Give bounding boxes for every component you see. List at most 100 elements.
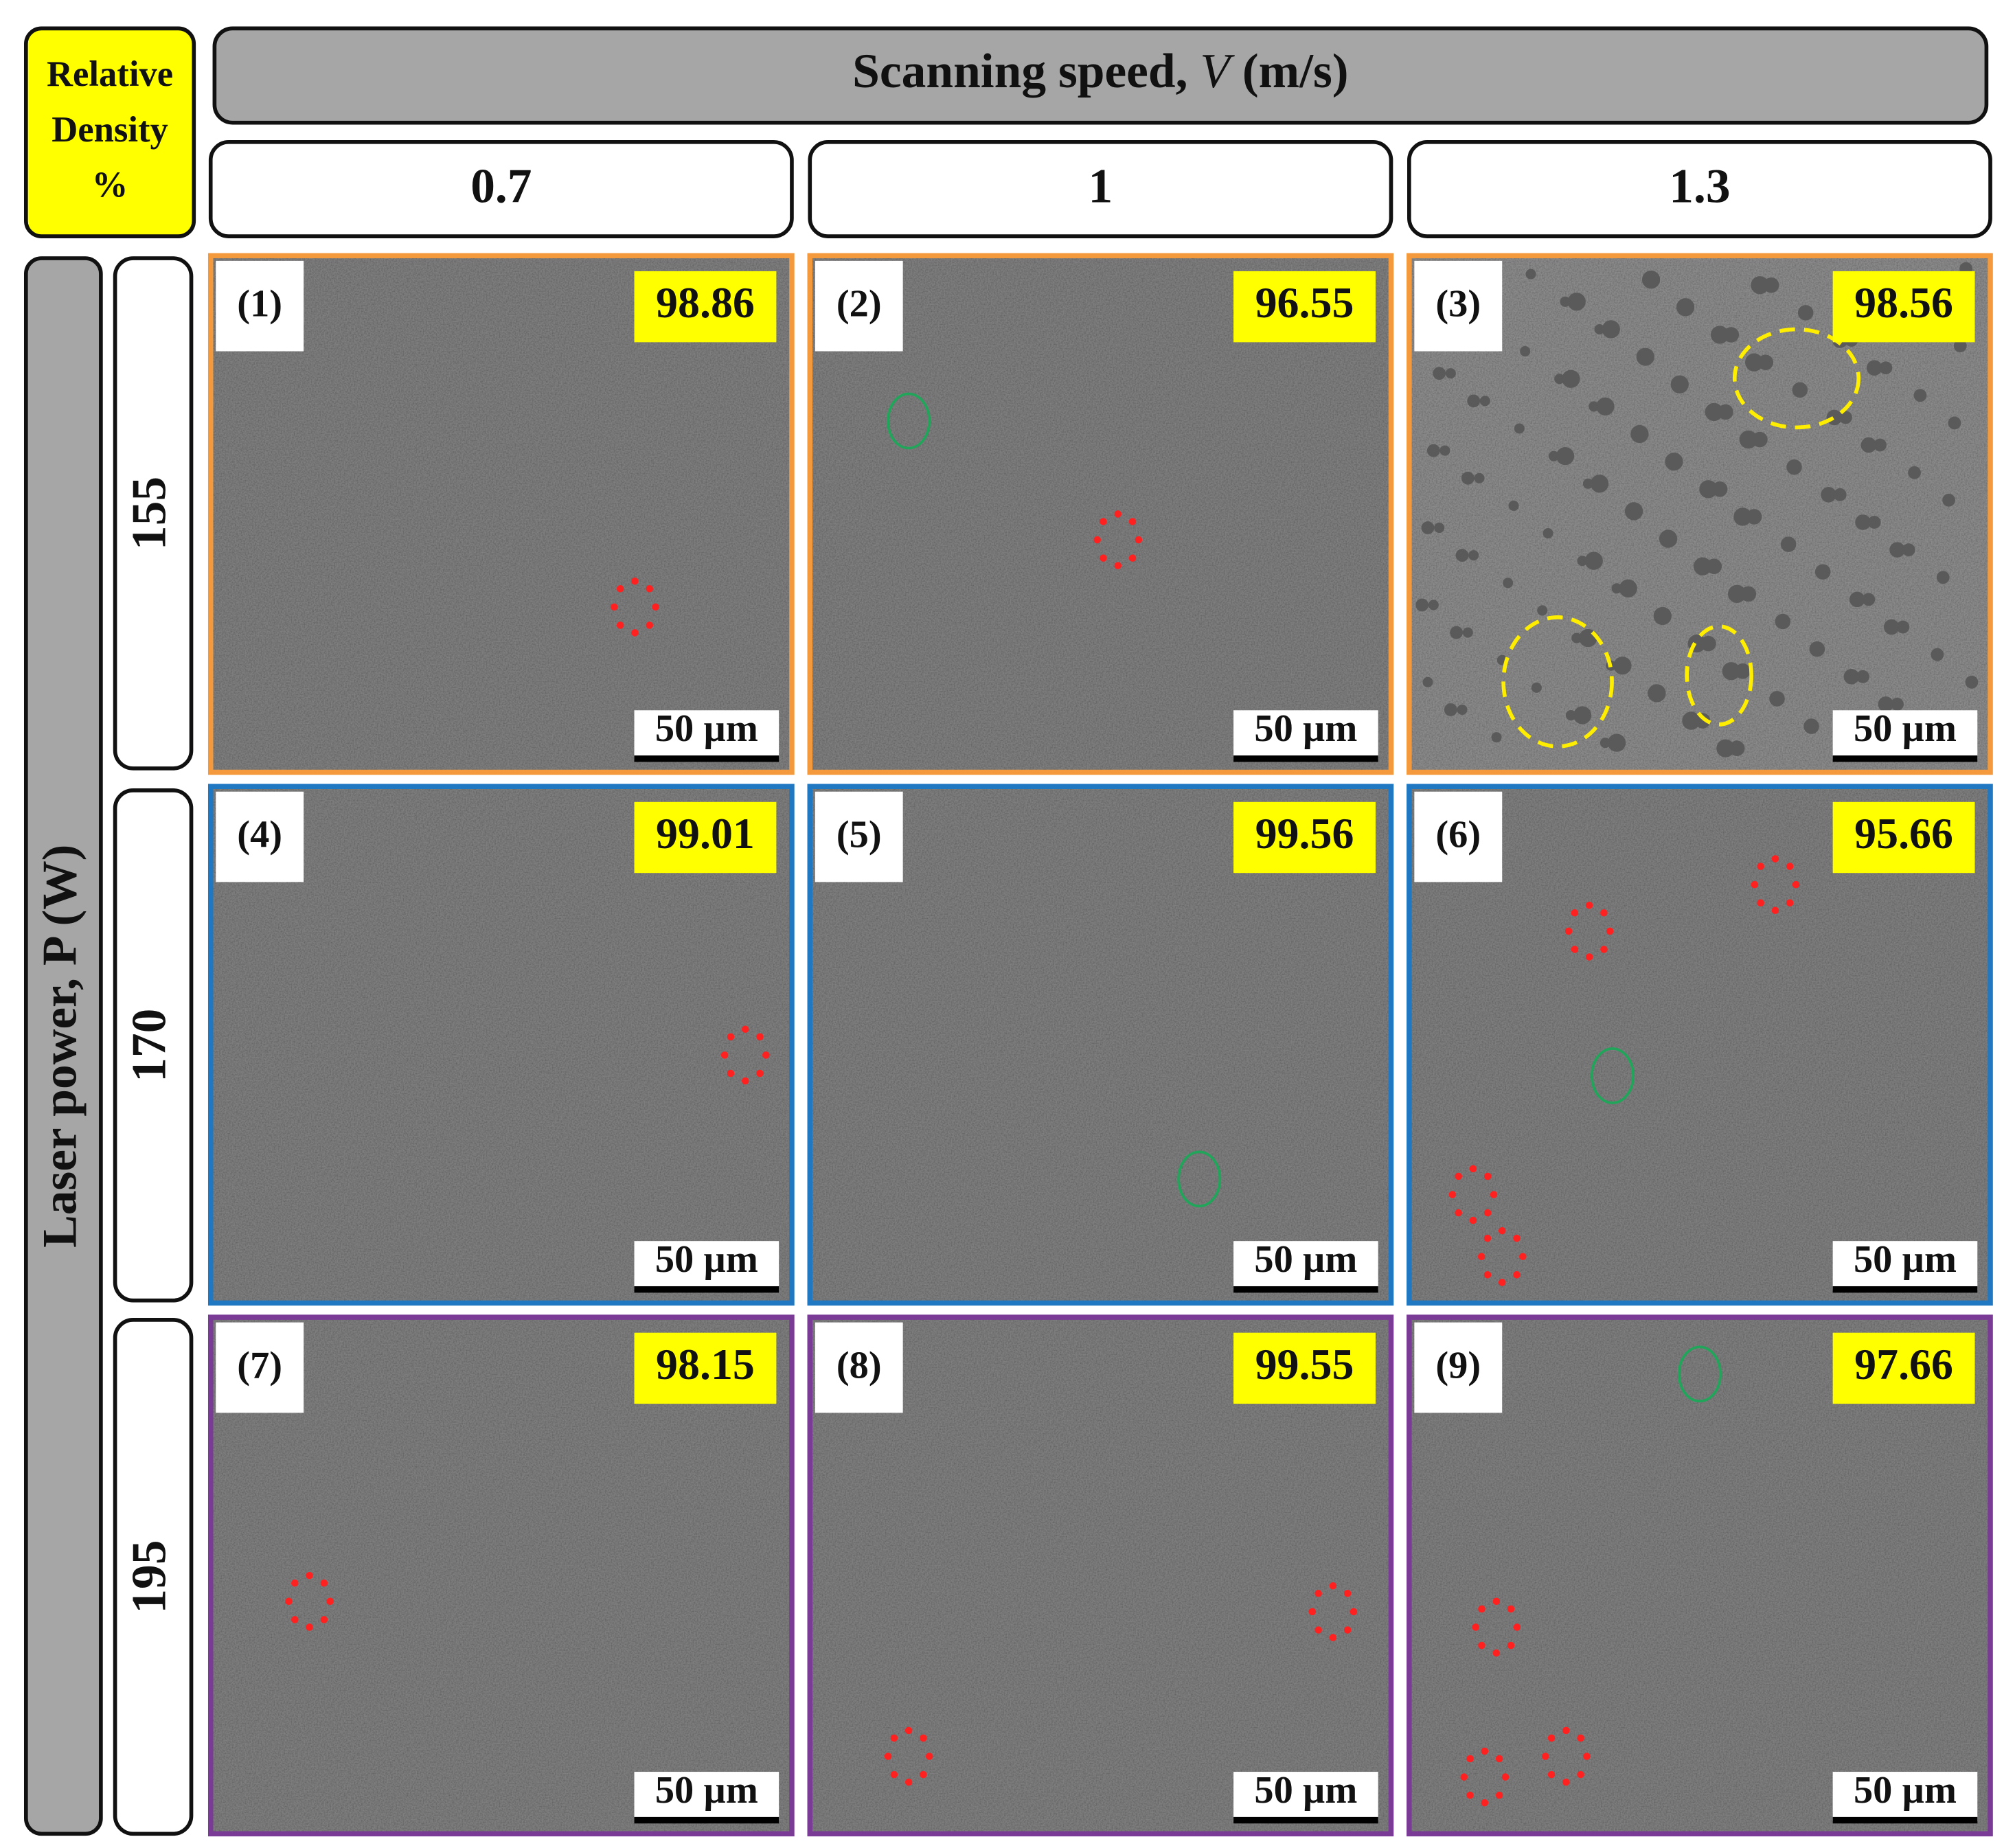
red-marker xyxy=(1513,1271,1521,1279)
scale-bar xyxy=(1233,1286,1378,1293)
dendrite xyxy=(1867,516,1881,529)
yellow-outline xyxy=(1685,624,1753,727)
red-marker xyxy=(925,1753,933,1760)
dendrite xyxy=(1525,269,1536,280)
corner-box xyxy=(23,26,196,238)
dendrite xyxy=(1856,670,1869,683)
red-marker xyxy=(1478,1641,1485,1650)
dendrite xyxy=(1468,550,1479,561)
scale-bar-label: 50 µm xyxy=(655,707,758,750)
red-marker xyxy=(1477,1253,1485,1260)
density-box xyxy=(1832,271,1975,343)
dendrite xyxy=(1803,718,1819,734)
red-marker xyxy=(1469,1216,1477,1224)
panel-label: (8) xyxy=(836,1344,882,1387)
dendrite xyxy=(1889,542,1905,558)
corner-label-line: Relative xyxy=(47,54,173,94)
panel: (5) 99.56 50 µm xyxy=(807,784,1394,1306)
red-marker xyxy=(306,1571,313,1579)
red-marker xyxy=(1483,1209,1492,1217)
dendrite xyxy=(1710,326,1729,344)
dendrite xyxy=(1434,522,1445,534)
column-value: 1.3 xyxy=(1669,159,1730,214)
dendrite xyxy=(1560,296,1571,307)
density-value: 98.56 xyxy=(1854,278,1953,327)
red-marker xyxy=(1308,1608,1317,1616)
dendrite xyxy=(1433,367,1446,380)
green-marker xyxy=(887,392,931,450)
red-marker xyxy=(1492,1649,1501,1657)
red-marker xyxy=(1562,1778,1570,1786)
panel-label: (6) xyxy=(1435,813,1481,856)
red-marker xyxy=(1600,946,1608,953)
dendrite xyxy=(1508,500,1519,511)
dendrite xyxy=(1630,424,1649,444)
row-header-title: Laser power, P (W) xyxy=(33,845,87,1248)
dendrite xyxy=(1531,682,1542,693)
dendrite xyxy=(1792,382,1808,398)
red-marker xyxy=(1771,855,1779,863)
red-marker xyxy=(1100,554,1107,562)
column-header-prefix: Scanning speed, xyxy=(852,44,1187,98)
red-marker xyxy=(890,1770,898,1779)
red-marker xyxy=(1498,1279,1506,1286)
dendrite xyxy=(1607,733,1626,752)
column-box xyxy=(1407,140,1992,238)
red-marker xyxy=(1329,1582,1337,1590)
dendrite xyxy=(1457,704,1468,715)
dendrite xyxy=(1573,706,1592,725)
dendrite xyxy=(1908,466,1921,479)
dendrite xyxy=(1879,361,1893,375)
red-marker xyxy=(890,1734,898,1742)
panel-label-box xyxy=(1414,260,1503,352)
red-marker xyxy=(1314,1590,1322,1597)
red-marker xyxy=(1128,554,1137,562)
dendrite xyxy=(1670,375,1689,393)
panel-label-box xyxy=(815,260,903,352)
density-value: 99.55 xyxy=(1255,1340,1354,1389)
scale-bar-box xyxy=(634,1241,779,1290)
panel-label: (2) xyxy=(836,283,882,326)
density-box xyxy=(634,801,777,874)
red-marker xyxy=(1507,1641,1515,1650)
dendrite xyxy=(1682,711,1700,730)
scale-bar xyxy=(1832,1286,1978,1293)
green-marker xyxy=(1677,1345,1722,1403)
dendrite xyxy=(1833,488,1847,501)
dendrite xyxy=(1874,438,1887,452)
dendrite xyxy=(1751,276,1769,295)
dendrite xyxy=(1780,536,1797,552)
red-marker xyxy=(1492,1597,1501,1606)
panel-border xyxy=(207,784,795,1306)
panel-label-box xyxy=(1414,1322,1503,1413)
column-value: 0.7 xyxy=(470,159,532,214)
dendrite xyxy=(1491,732,1502,743)
dendrite xyxy=(1600,738,1610,749)
dendrite xyxy=(1693,557,1712,575)
dendrite xyxy=(1474,472,1485,483)
red-marker xyxy=(1350,1608,1358,1616)
dendrite xyxy=(1565,709,1576,721)
red-marker xyxy=(1786,899,1794,907)
dendrite xyxy=(1619,579,1637,597)
dendrite xyxy=(1636,347,1654,366)
dendrite xyxy=(1562,369,1580,388)
scale-bar-label: 50 µm xyxy=(1254,1769,1357,1812)
scale-bar-label: 50 µm xyxy=(1254,707,1357,750)
dendrite xyxy=(1769,691,1785,707)
red-marker xyxy=(1585,901,1593,909)
dendrite xyxy=(1554,374,1565,385)
column-header-title: Scanning speed, V (m/s) xyxy=(852,44,1348,98)
dendrite xyxy=(1965,675,1979,689)
dendrite xyxy=(1428,600,1439,611)
red-marker xyxy=(1547,1770,1556,1779)
dendrite xyxy=(1896,620,1910,634)
dendrite xyxy=(1913,389,1927,402)
dendrite xyxy=(1613,657,1632,675)
panel: (8) 99.55 50 µm xyxy=(807,1314,1394,1837)
dendrite xyxy=(1462,627,1473,638)
red-marker xyxy=(646,584,654,593)
scale-bar xyxy=(1832,755,1978,762)
red-marker xyxy=(611,603,618,611)
